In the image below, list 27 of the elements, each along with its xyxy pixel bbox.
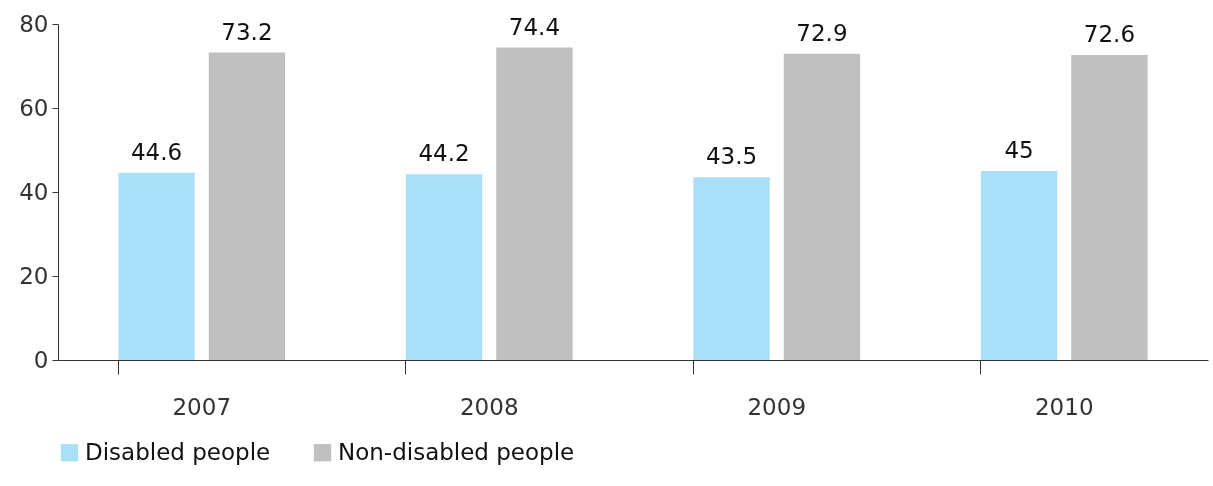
y-tick-label: 20	[19, 262, 49, 289]
x-tick-label: 2007	[172, 393, 232, 420]
bar	[980, 171, 1058, 360]
y-tick-label: 0	[33, 346, 49, 373]
legend-label: Disabled people	[85, 438, 271, 465]
x-tick-label: 2008	[459, 393, 519, 420]
data-label: 45	[1004, 137, 1034, 163]
data-label: 44.6	[130, 138, 183, 165]
data-label: 72.6	[1083, 21, 1136, 48]
bar	[693, 177, 770, 360]
data-label: 43.5	[705, 143, 758, 170]
y-tick-label: 60	[19, 94, 49, 121]
y-tick-label: 40	[19, 178, 49, 205]
bar	[208, 52, 286, 360]
data-label: 74.4	[508, 13, 561, 40]
bar	[405, 174, 483, 360]
legend-label: Non-disabled people	[338, 438, 575, 465]
x-tick-label: 2010	[1034, 393, 1094, 420]
data-label: 72.9	[796, 19, 848, 46]
bar	[783, 53, 861, 360]
bar	[118, 172, 195, 360]
y-tick-label: 80	[19, 10, 49, 37]
data-label: 44.2	[418, 140, 470, 167]
x-tick-label: 2009	[747, 393, 807, 420]
bar	[496, 47, 573, 360]
data-label: 73.2	[221, 18, 273, 45]
bar	[1071, 55, 1148, 360]
